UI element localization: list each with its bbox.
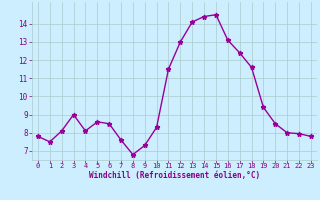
X-axis label: Windchill (Refroidissement éolien,°C): Windchill (Refroidissement éolien,°C) [89, 171, 260, 180]
